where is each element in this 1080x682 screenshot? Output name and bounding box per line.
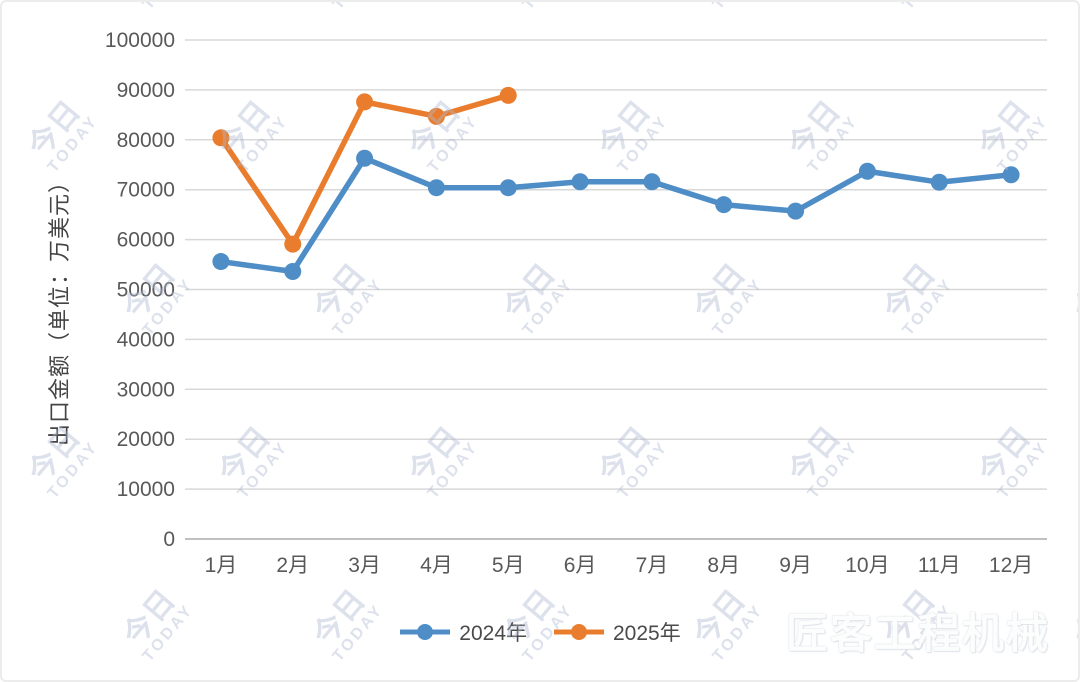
data-point — [787, 202, 805, 220]
y-tick-label: 70000 — [117, 179, 175, 202]
legend-swatch-2024 — [400, 624, 451, 640]
y-tick-label: 100000 — [105, 29, 175, 52]
x-tick-label: 8月 — [707, 554, 740, 577]
x-tick-label: 9月 — [779, 554, 812, 577]
data-point — [858, 162, 876, 180]
y-tick-label: 50000 — [117, 279, 175, 302]
legend-swatch-2025 — [554, 624, 604, 640]
x-tick-label: 5月 — [492, 554, 525, 577]
y-tick-label: 30000 — [117, 378, 175, 401]
data-point — [499, 179, 517, 197]
data-point — [571, 173, 589, 191]
x-tick-label: 12月 — [989, 554, 1033, 577]
y-tick-label: 80000 — [117, 129, 175, 152]
data-point — [212, 129, 230, 147]
series-line-2024年 — [218, 155, 1014, 275]
y-tick-label: 60000 — [117, 229, 175, 252]
x-tick-label: 11月 — [918, 554, 961, 577]
data-point — [284, 263, 302, 281]
legend-label-2024: 2024年 — [459, 622, 527, 645]
data-point — [427, 107, 445, 125]
data-point — [499, 86, 517, 104]
series-line-2025年 — [218, 92, 511, 247]
legend-item-2024: 2024年 — [399, 617, 527, 647]
y-tick-label: 90000 — [117, 79, 175, 102]
data-point — [212, 253, 230, 271]
x-tick-label: 1月 — [205, 554, 238, 577]
legend: 2024年 2025年 — [2, 617, 1078, 647]
legend-item-2025: 2025年 — [553, 617, 681, 647]
data-point — [284, 235, 302, 253]
x-tick-label: 2月 — [276, 554, 309, 577]
data-point — [427, 179, 445, 197]
data-point — [356, 93, 374, 111]
x-tick-label: 4月 — [420, 554, 453, 577]
legend-label-2025: 2025年 — [613, 622, 681, 645]
x-tick-label: 3月 — [348, 554, 381, 577]
y-tick-label: 40000 — [117, 328, 175, 351]
data-point — [356, 149, 374, 167]
x-tick-label: 6月 — [564, 554, 597, 577]
data-point — [930, 173, 948, 191]
x-tick-label: 7月 — [636, 554, 669, 577]
y-tick-label: 20000 — [117, 428, 175, 451]
x-tick-label: 10月 — [845, 554, 889, 577]
data-point — [643, 173, 661, 191]
y-tick-label: 10000 — [117, 478, 175, 501]
data-point — [715, 196, 733, 214]
data-point — [1002, 166, 1020, 184]
y-tick-label: 0 — [163, 528, 175, 551]
